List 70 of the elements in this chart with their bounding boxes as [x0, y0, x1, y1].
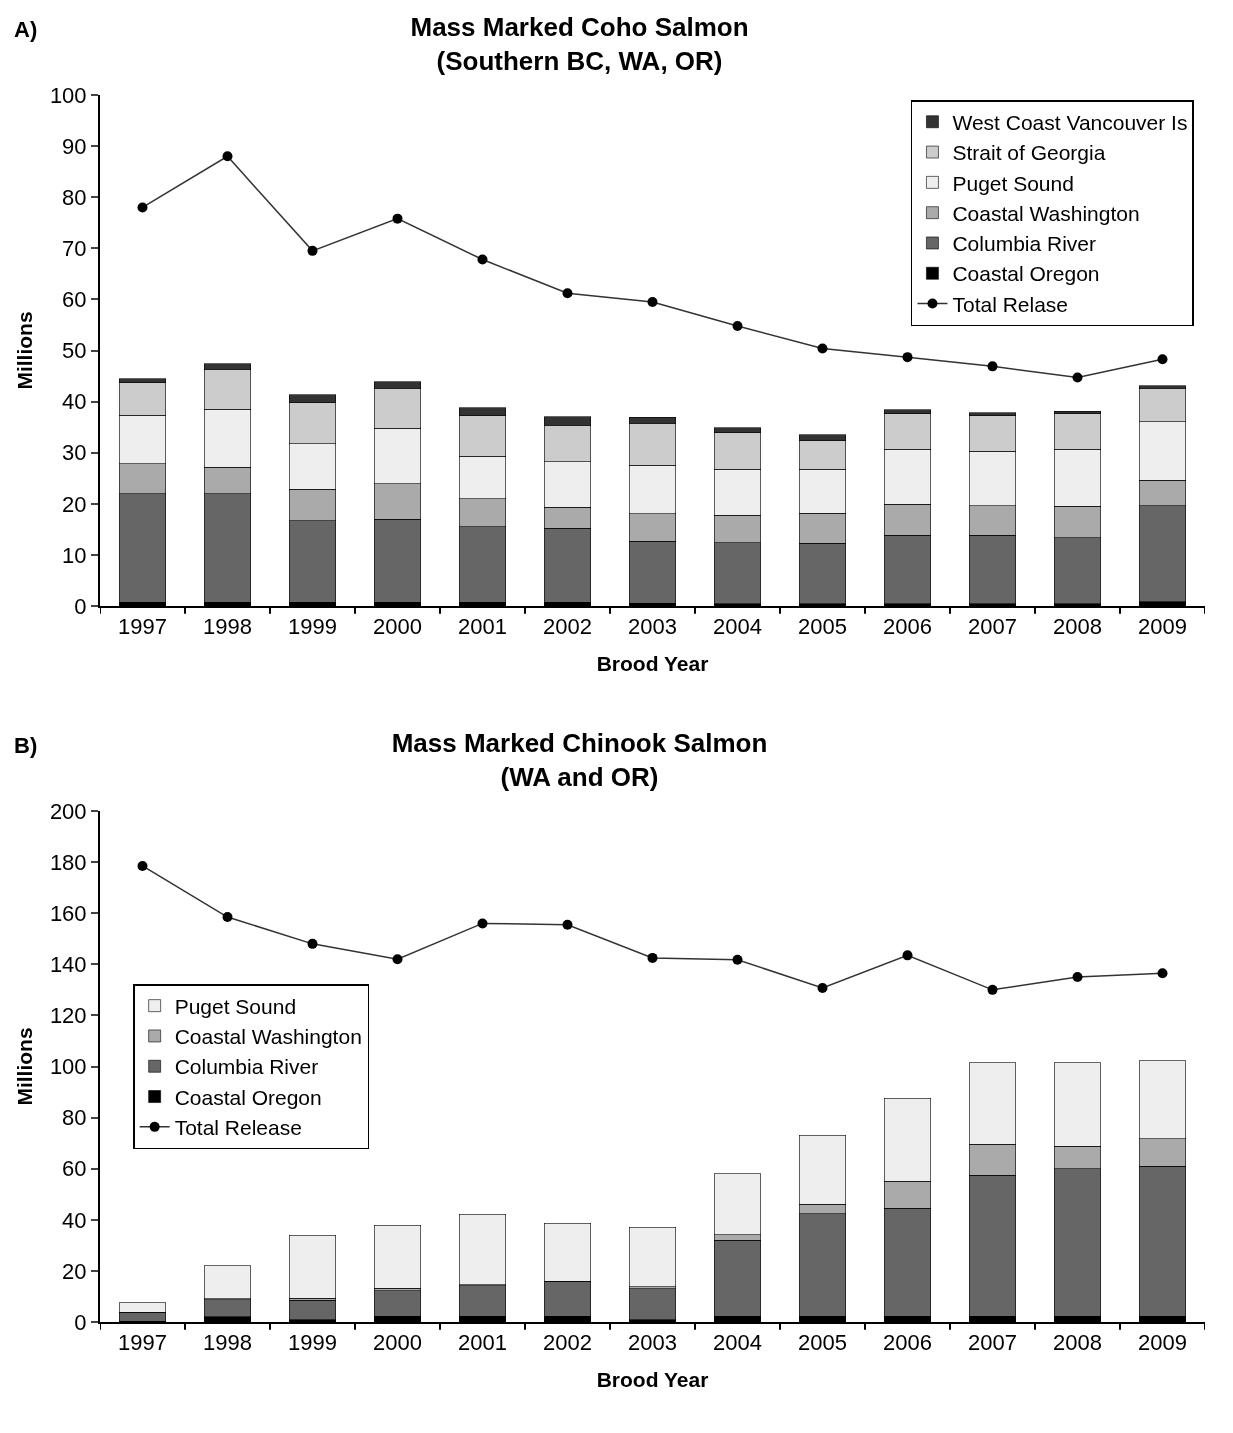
x-tick-label: 2006: [883, 1330, 932, 1356]
x-tick-label: 2008: [1053, 614, 1102, 640]
y-tick-label: 80: [62, 1105, 87, 1131]
x-tick-label: 1998: [203, 614, 252, 640]
legend-label: Puget Sound: [952, 171, 1074, 195]
text: A): [14, 17, 38, 42]
x-tick-label: 2007: [968, 614, 1017, 640]
x-tick-label: 2008: [1053, 1330, 1102, 1356]
text: B): [14, 733, 38, 758]
x-tick-label: 1999: [288, 1330, 337, 1356]
y-tick-label: 100: [49, 1054, 87, 1080]
x-tick-label: 2003: [628, 1330, 677, 1356]
x-tick-label: 1999: [288, 614, 337, 640]
x-tick-label: 2007: [968, 1330, 1017, 1356]
x-tick-label: 2005: [798, 614, 847, 640]
chart-title: Mass Marked Coho Salmon: [410, 11, 749, 42]
x-tick-label: 2009: [1138, 1330, 1187, 1356]
y-tick-label: 80: [62, 184, 87, 210]
x-tick-label: 1998: [203, 1330, 252, 1356]
x-tick-label: 2003: [628, 614, 677, 640]
chart-title: Mass Marked Chinook Salmon: [391, 727, 768, 758]
y-tick-label: 180: [49, 849, 87, 875]
x-axis-title: Brood Year: [596, 1368, 709, 1392]
y-tick-label: 0: [74, 593, 87, 619]
y-tick-label: 60: [62, 287, 87, 313]
legend-label: Coastal Oregon: [952, 262, 1100, 286]
x-tick-label: 2001: [458, 614, 507, 640]
y-tick-label: 20: [62, 1258, 87, 1284]
y-tick-label: 120: [49, 1003, 87, 1029]
x-tick-label: 2009: [1138, 614, 1187, 640]
legend-label: Coastal Washington: [952, 201, 1140, 225]
y-tick-label: 0: [74, 1309, 87, 1335]
x-tick-label: 1997: [118, 614, 167, 640]
y-tick-label: 70: [62, 236, 87, 261]
y-axis-title: Millions: [12, 1027, 36, 1106]
y-tick-label: 160: [49, 900, 87, 926]
x-tick-label: 1997: [118, 1330, 167, 1356]
x-axis-title: Brood Year: [596, 652, 709, 676]
y-tick-label: 30: [62, 440, 87, 466]
y-tick-label: 90: [62, 133, 87, 159]
x-tick-label: 2004: [713, 1330, 762, 1356]
legend-label: Coastal Oregon: [174, 1085, 322, 1109]
chart-subtitle: (WA and OR): [500, 761, 659, 792]
legend-label: Puget Sound: [174, 994, 297, 1018]
legend-label: West Coast Vancouver Is: [952, 110, 1188, 134]
x-tick-label: 2000: [373, 1330, 422, 1356]
x-tick-label: 2006: [883, 614, 932, 640]
legend-label: Strait of Georgia: [952, 141, 1106, 165]
y-tick-label: 20: [62, 491, 87, 517]
legend-label: Total Relase: [952, 292, 1069, 316]
legend-label: Columbia River: [952, 232, 1096, 256]
x-tick-label: 2002: [543, 614, 592, 640]
chart-subtitle: (Southern BC, WA, OR): [436, 45, 723, 76]
x-tick-label: 2000: [373, 614, 422, 640]
legend-label: Total Release: [174, 1116, 302, 1140]
legend-label: Coastal Washington: [174, 1025, 362, 1049]
y-axis-title: Millions: [12, 311, 36, 390]
y-tick-label: 60: [62, 1156, 87, 1182]
y-tick-label: 50: [62, 338, 87, 364]
y-tick-label: 200: [49, 798, 87, 824]
y-tick-label: 40: [62, 389, 87, 415]
y-tick-label: 140: [49, 952, 87, 977]
y-tick-label: 100: [49, 82, 87, 108]
x-tick-label: 2004: [713, 614, 762, 640]
x-tick-label: 2005: [798, 1330, 847, 1356]
x-tick-label: 2001: [458, 1330, 507, 1356]
y-tick-label: 40: [62, 1207, 87, 1233]
x-tick-label: 2002: [543, 1330, 592, 1356]
y-tick-label: 10: [62, 542, 87, 568]
legend-label: Columbia River: [174, 1055, 319, 1079]
